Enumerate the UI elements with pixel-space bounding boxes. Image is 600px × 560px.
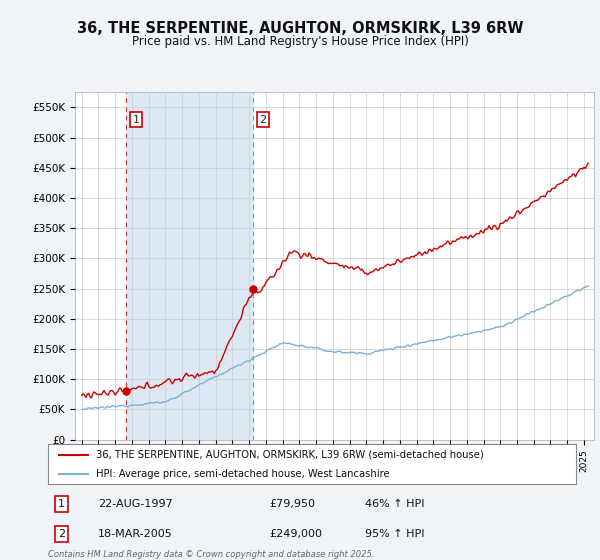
Text: Contains HM Land Registry data © Crown copyright and database right 2025.
This d: Contains HM Land Registry data © Crown c… xyxy=(48,550,374,560)
Text: 95% ↑ HPI: 95% ↑ HPI xyxy=(365,529,424,539)
Text: 2: 2 xyxy=(58,529,65,539)
Text: 18-MAR-2005: 18-MAR-2005 xyxy=(98,529,173,539)
Text: 46% ↑ HPI: 46% ↑ HPI xyxy=(365,500,424,509)
Text: 36, THE SERPENTINE, AUGHTON, ORMSKIRK, L39 6RW (semi-detached house): 36, THE SERPENTINE, AUGHTON, ORMSKIRK, L… xyxy=(95,450,483,460)
Text: Price paid vs. HM Land Registry's House Price Index (HPI): Price paid vs. HM Land Registry's House … xyxy=(131,35,469,48)
Text: HPI: Average price, semi-detached house, West Lancashire: HPI: Average price, semi-detached house,… xyxy=(95,469,389,479)
Text: 1: 1 xyxy=(58,500,65,509)
Text: £79,950: £79,950 xyxy=(270,500,316,509)
Text: 36, THE SERPENTINE, AUGHTON, ORMSKIRK, L39 6RW: 36, THE SERPENTINE, AUGHTON, ORMSKIRK, L… xyxy=(77,21,523,36)
Text: 2: 2 xyxy=(259,115,266,124)
Text: 22-AUG-1997: 22-AUG-1997 xyxy=(98,500,173,509)
Text: 1: 1 xyxy=(133,115,140,124)
Bar xyxy=(126,92,253,440)
Text: £249,000: £249,000 xyxy=(270,529,323,539)
